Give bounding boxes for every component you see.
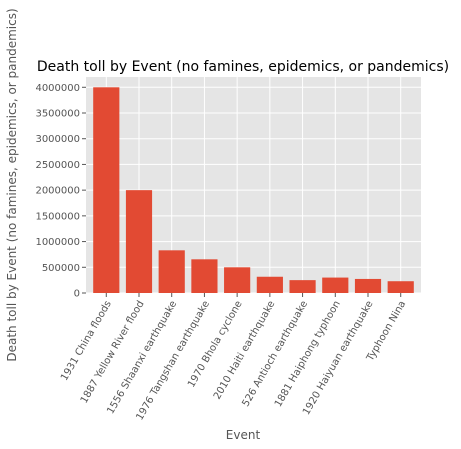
- y-tick-labels: 0 500000 1000000 1500000 2000000 2500000 30000…: [35, 83, 86, 300]
- y-tick-label: 0: [74, 289, 80, 300]
- bar: [125, 190, 153, 293]
- x-axis-label: Event: [226, 428, 261, 442]
- bar: [158, 250, 185, 293]
- y-tick-label: 4000000: [35, 83, 80, 94]
- bar: [93, 87, 120, 294]
- bar: [191, 259, 218, 293]
- bar: [224, 267, 251, 293]
- y-tick-label: 3500000: [35, 109, 80, 120]
- x-tick-label: 1887 Yellow River flood: [79, 299, 147, 405]
- chart-title: Death toll by Event (no famines, epidemi…: [37, 59, 449, 75]
- y-tick-label: 1000000: [35, 237, 80, 248]
- y-tick-label: 3000000: [35, 134, 80, 145]
- x-tick-label: 2010 Haiti earthquake: [212, 299, 278, 401]
- bar: [354, 278, 382, 293]
- y-tick-label: 1500000: [35, 211, 80, 222]
- bar: [289, 280, 316, 293]
- bar: [322, 277, 349, 293]
- y-tick-label: 2000000: [35, 186, 80, 197]
- bars: [93, 87, 414, 294]
- bar: [387, 281, 414, 293]
- y-tick-label: 2500000: [35, 160, 80, 171]
- y-axis-label: Death toll by Event (no famines, epidemi…: [5, 8, 19, 361]
- bar: [256, 276, 283, 293]
- x-tick-label: 526 Antioch earthquake: [240, 299, 310, 409]
- x-tick-label: 1881 Haiphong typhoon: [273, 299, 343, 409]
- y-tick-label: 500000: [42, 263, 80, 274]
